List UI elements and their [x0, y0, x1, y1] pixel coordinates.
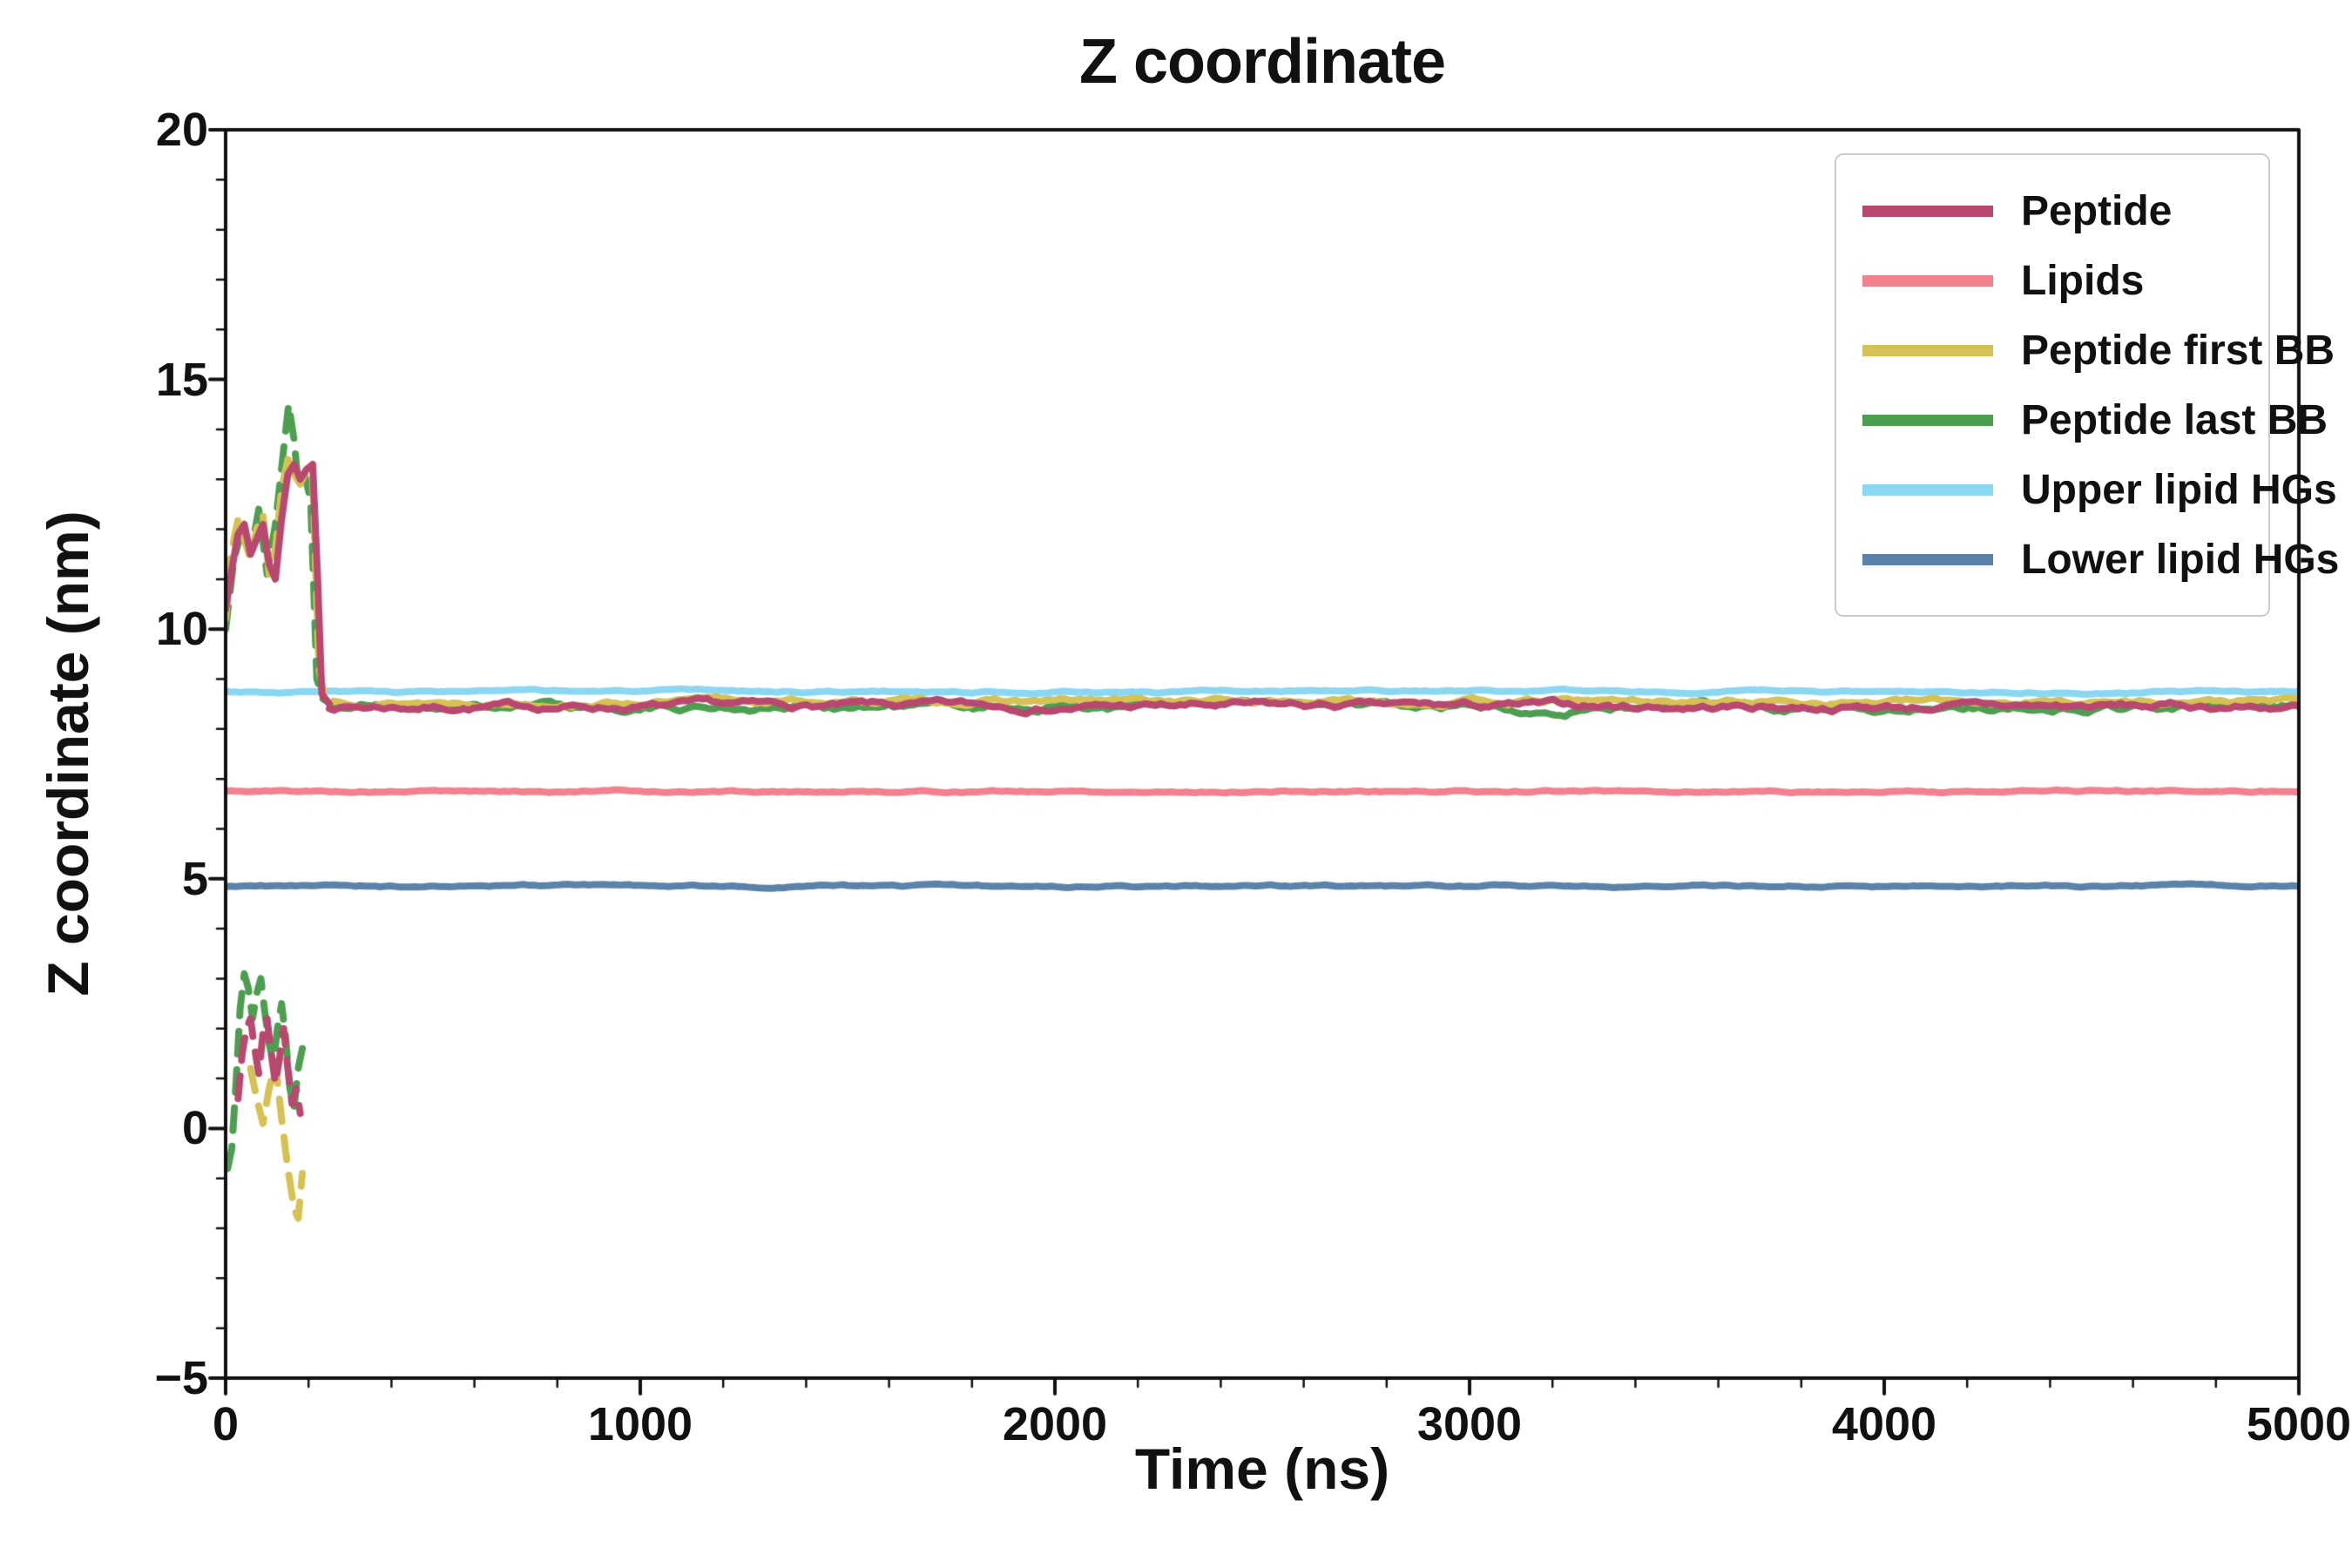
y-tick-label: 10	[155, 603, 208, 656]
legend-label: Peptide last BB	[2021, 396, 2328, 443]
x-tick-label: 2000	[1002, 1398, 1108, 1450]
x-axis-label: Time (ns)	[1134, 1436, 1390, 1501]
legend-line-swatch	[1862, 274, 1993, 287]
chart-title: Z coordinate	[1078, 27, 1446, 97]
y-tick-label: 20	[155, 104, 208, 156]
x-tick-label: 1000	[587, 1398, 693, 1450]
legend-label: Peptide first BB	[2021, 327, 2335, 374]
legend-label: Peptide	[2021, 187, 2173, 234]
legend-item: Peptide last BB	[1836, 385, 2328, 455]
legend-line-swatch	[1862, 553, 1993, 565]
x-tick-label: 5000	[2246, 1398, 2352, 1450]
y-tick-label: 0	[181, 1102, 208, 1155]
legend-item: Upper lipid HGs	[1836, 455, 2337, 524]
legend-item: Lipids	[1836, 246, 2268, 315]
legend-item: Peptide first BB	[1836, 315, 2335, 385]
legend-label: Lipids	[2021, 257, 2145, 304]
y-axis-label: Z coordinate (nm)	[36, 510, 100, 997]
y-tick-label: −5	[154, 1352, 208, 1404]
legend: Peptide Lipids Peptide first BB Peptide las…	[1835, 153, 2339, 617]
legend-label: Upper lipid HGs	[2021, 466, 2337, 513]
legend-item: Peptide	[1836, 176, 2268, 246]
y-tick-label: 5	[181, 852, 208, 905]
x-tick-label: 3000	[1416, 1398, 1523, 1450]
x-tick-label: 4000	[1831, 1398, 1937, 1450]
y-tick-label: 15	[155, 353, 208, 406]
x-tick-label: 0	[212, 1398, 240, 1450]
legend-item: Lower lipid HGs	[1836, 524, 2339, 594]
legend-label: Lower lipid HGs	[2021, 536, 2340, 583]
legend-line-swatch	[1862, 414, 1993, 426]
legend-line-swatch	[1862, 344, 1993, 356]
legend-line-swatch	[1862, 483, 1993, 496]
legend-line-swatch	[1862, 205, 1993, 217]
